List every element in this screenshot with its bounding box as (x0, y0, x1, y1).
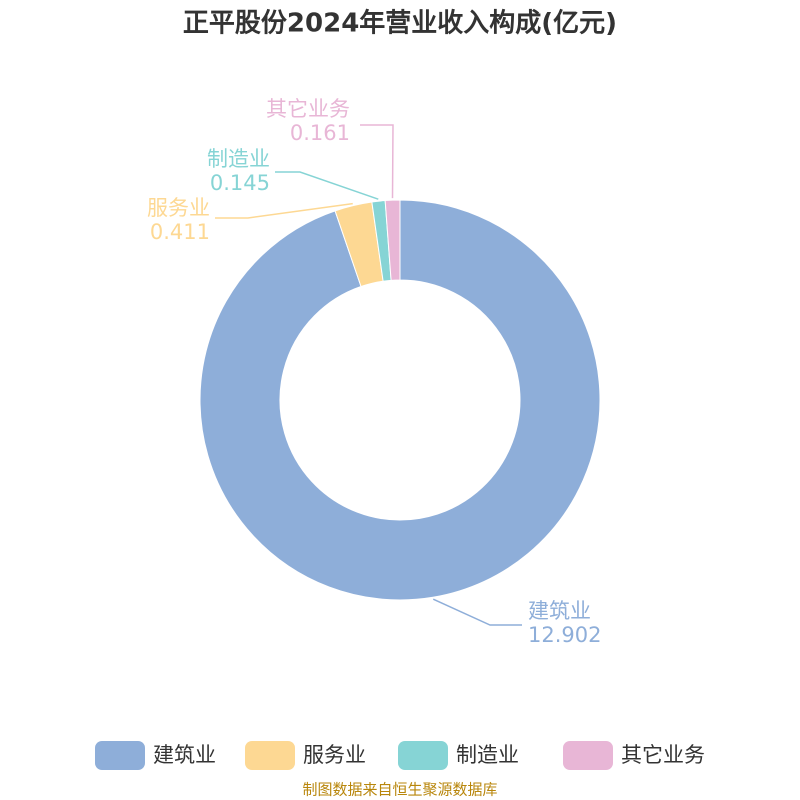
legend-label: 服务业 (303, 743, 366, 767)
legend-label: 制造业 (456, 743, 519, 767)
legend-label: 其它业务 (621, 743, 705, 767)
leader-line (360, 124, 394, 199)
slice-label: 其它业务 (266, 97, 350, 121)
donut-slice (199, 199, 601, 601)
legend-label: 建筑业 (153, 743, 216, 767)
slice-label: 制造业 (207, 147, 270, 171)
leader-line (432, 598, 522, 626)
slice-label: 建筑业 (528, 599, 591, 623)
leader-line (215, 202, 353, 219)
leader-line (275, 171, 379, 200)
value-label: 12.902 (528, 623, 601, 647)
legend-swatch (563, 741, 613, 770)
slice-label: 服务业 (147, 196, 210, 220)
legend-swatch (398, 741, 448, 770)
value-label: 0.161 (290, 121, 350, 145)
value-label: 0.145 (210, 171, 270, 195)
legend-swatch (245, 741, 295, 770)
value-label: 0.411 (150, 220, 210, 244)
donut-slice (384, 199, 401, 281)
source-note: 制图数据来自恒生聚源数据库 (302, 781, 497, 799)
legend-swatch (95, 741, 145, 770)
chart-title: 正平股份2024年营业收入构成(亿元) (183, 8, 617, 39)
